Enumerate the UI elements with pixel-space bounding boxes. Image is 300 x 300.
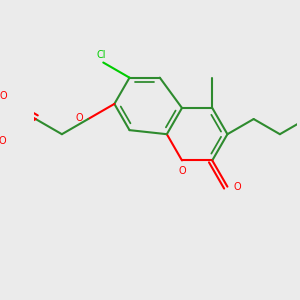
Text: O: O xyxy=(76,113,83,123)
Text: O: O xyxy=(0,136,6,146)
Text: O: O xyxy=(0,91,7,101)
Text: O: O xyxy=(233,182,241,192)
Text: O: O xyxy=(178,166,186,176)
Text: Cl: Cl xyxy=(97,50,106,60)
